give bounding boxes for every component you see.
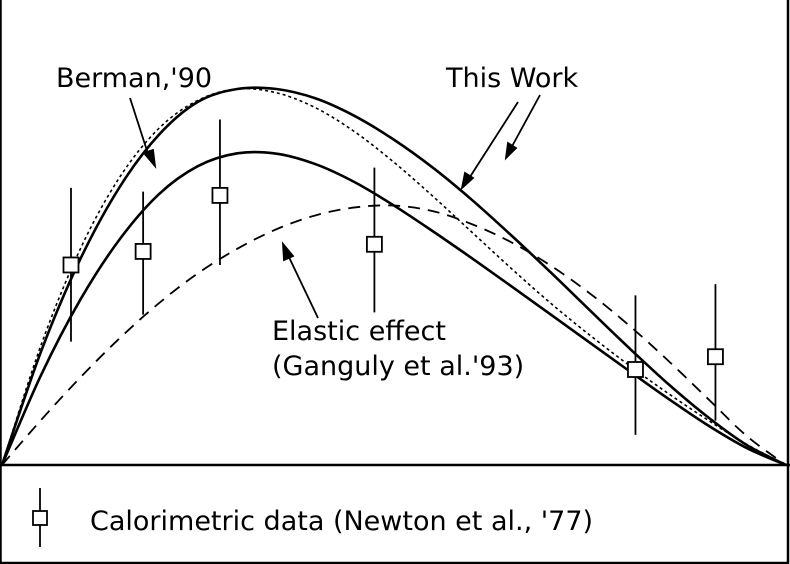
series-line-elastic-effect-ganguly-et-al-93-3 <box>1 204 787 464</box>
series-line-berman-90-2 <box>1 87 786 464</box>
data-point-3 <box>365 167 383 313</box>
annotation-berman: Berman,'90 <box>56 63 212 94</box>
square-marker-5 <box>707 348 724 366</box>
legend: Calorimetric data (Newton et al., '77) <box>32 488 593 547</box>
arrow-this-work-upper <box>509 94 541 151</box>
arrowhead-this-work-lower <box>460 171 475 191</box>
series-line-this-work-0 <box>0 86 787 464</box>
data-point-4 <box>627 295 644 435</box>
annotation-this-work: This Work <box>445 63 578 94</box>
annotation-elastic-line2: (Ganguly et al.'93) <box>272 351 524 382</box>
arrow-this-work-lower <box>467 101 519 181</box>
arrow-elastic <box>286 252 319 319</box>
points-layer <box>62 119 724 435</box>
annotation-arrows <box>129 94 541 319</box>
arrowhead-elastic <box>281 241 295 262</box>
data-point-5 <box>707 284 724 421</box>
arrowhead-this-work-upper <box>504 141 518 161</box>
arrow-berman <box>129 97 151 161</box>
legend-label: Calorimetric data (Newton et al., '77) <box>90 506 593 537</box>
series-layer <box>0 86 787 464</box>
data-point-2 <box>211 119 229 265</box>
square-marker-2 <box>211 187 229 204</box>
legend-square-marker <box>32 510 48 526</box>
annotation-elastic-line1: Elastic effect <box>272 316 446 347</box>
square-marker-1 <box>134 243 152 260</box>
square-marker-0 <box>62 256 80 274</box>
square-marker-4 <box>627 361 644 378</box>
square-marker-3 <box>365 235 383 253</box>
data-point-1 <box>134 191 152 315</box>
arrowhead-berman <box>142 148 157 169</box>
data-point-0 <box>62 187 80 342</box>
series-line-this-work-1 <box>1 150 787 464</box>
